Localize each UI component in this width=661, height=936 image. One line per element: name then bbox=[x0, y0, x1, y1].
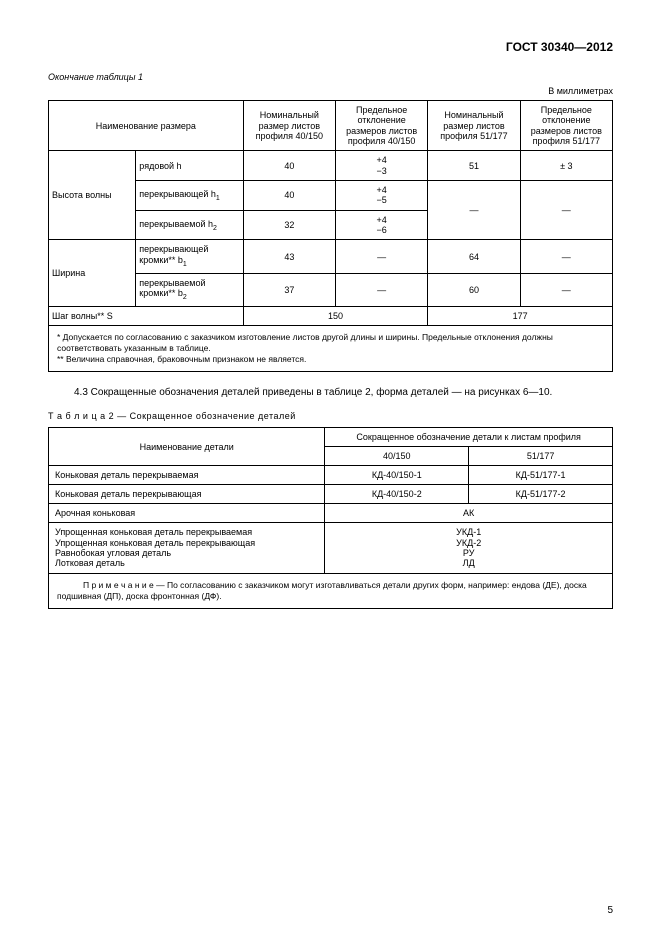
t2-head-40: 40/150 bbox=[325, 447, 469, 466]
t1-group-height: Высота волны bbox=[49, 151, 136, 240]
doc-code: ГОСТ 30340—2012 bbox=[48, 40, 613, 54]
t1-head-name: Наименование размера bbox=[49, 101, 244, 151]
t1-r6-v51: 177 bbox=[428, 306, 613, 325]
t2-r3-val: АК bbox=[325, 504, 613, 523]
t1-r1-n40: 40 bbox=[243, 151, 335, 181]
t1-r2-d51: — bbox=[520, 181, 612, 240]
t1-r3-n40: 32 bbox=[243, 210, 335, 240]
table-1: Наименование размера Номинальный размер … bbox=[48, 100, 613, 326]
t1-r2-d40: +4−5 bbox=[335, 181, 427, 211]
t1-r4-d40: — bbox=[335, 240, 427, 273]
t1-r1-d51: ± 3 bbox=[520, 151, 612, 181]
t1-note1: * Допускается по согласованию с заказчик… bbox=[57, 332, 604, 354]
t1-r1-n51: 51 bbox=[428, 151, 520, 181]
t2-head-51: 51/177 bbox=[469, 447, 613, 466]
t1-head-dev51: Предельное отклонение размеров листов пр… bbox=[520, 101, 612, 151]
t1-r4-n51: 64 bbox=[428, 240, 520, 273]
para-4-3: 4.3 Сокращенные обозначения деталей прив… bbox=[48, 386, 613, 400]
table1-end-caption: Окончание таблицы 1 bbox=[48, 72, 613, 82]
table2-caption: Т а б л и ц а 2 — Сокращенное обозначени… bbox=[48, 411, 613, 421]
page-number: 5 bbox=[607, 905, 613, 916]
t2-r1-c51: КД-51/177-1 bbox=[469, 466, 613, 485]
t1-footnotes: * Допускается по согласованию с заказчик… bbox=[48, 326, 613, 372]
t1-r5-n51: 60 bbox=[428, 273, 520, 306]
t1-group-width: Ширина bbox=[49, 240, 136, 306]
units-label: В миллиметрах bbox=[48, 86, 613, 96]
t1-r6-label: Шаг волны** S bbox=[49, 306, 244, 325]
t1-r5-sub: перекрываемой кромки** b2 bbox=[136, 273, 243, 306]
t1-head-dev40: Предельное отклонение размеров листов пр… bbox=[335, 101, 427, 151]
t1-note2: ** Величина справочная, браковочным приз… bbox=[57, 354, 604, 365]
t1-r5-d51: — bbox=[520, 273, 612, 306]
t1-r4-sub: перекрывающей кромки** b1 bbox=[136, 240, 243, 273]
t2-r3-name: Арочная коньковая bbox=[49, 504, 325, 523]
t1-r4-n40: 43 bbox=[243, 240, 335, 273]
t1-r5-d40: — bbox=[335, 273, 427, 306]
t1-head-nom51: Номинальный размер листов профиля 51/177 bbox=[428, 101, 520, 151]
t2-head-group: Сокращенное обозначение детали к листам … bbox=[325, 428, 613, 447]
t1-r2-sub: перекрывающей h1 bbox=[136, 181, 243, 211]
t2-note: П р и м е ч а н и е — По согласованию с … bbox=[48, 574, 613, 609]
t1-r4-d51: — bbox=[520, 240, 612, 273]
table-2: Наименование детали Сокращенное обозначе… bbox=[48, 427, 613, 573]
t1-r3-d40: +4−6 bbox=[335, 210, 427, 240]
t2-r1-c40: КД-40/150-1 bbox=[325, 466, 469, 485]
t2-r2-c40: КД-40/150-2 bbox=[325, 485, 469, 504]
t1-r3-sub: перекрываемой h2 bbox=[136, 210, 243, 240]
t2-r2-name: Коньковая деталь перекрывающая bbox=[49, 485, 325, 504]
t1-r2-n40: 40 bbox=[243, 181, 335, 211]
t2-r1-name: Коньковая деталь перекрываемая bbox=[49, 466, 325, 485]
t2-head-name: Наименование детали bbox=[49, 428, 325, 466]
t1-r1-d40: +4−3 bbox=[335, 151, 427, 181]
t2-r4-vals: УКД-1 УКД-2 РУ ЛД bbox=[325, 523, 613, 573]
t1-r2-n51: — bbox=[428, 181, 520, 240]
t2-r4-names: Упрощенная коньковая деталь перекрываема… bbox=[49, 523, 325, 573]
t1-r6-v40: 150 bbox=[243, 306, 428, 325]
t1-head-nom40: Номинальный размер листов профиля 40/150 bbox=[243, 101, 335, 151]
t1-r5-n40: 37 bbox=[243, 273, 335, 306]
t2-r2-c51: КД-51/177-2 bbox=[469, 485, 613, 504]
t1-r1-sub: рядовой h bbox=[136, 151, 243, 181]
